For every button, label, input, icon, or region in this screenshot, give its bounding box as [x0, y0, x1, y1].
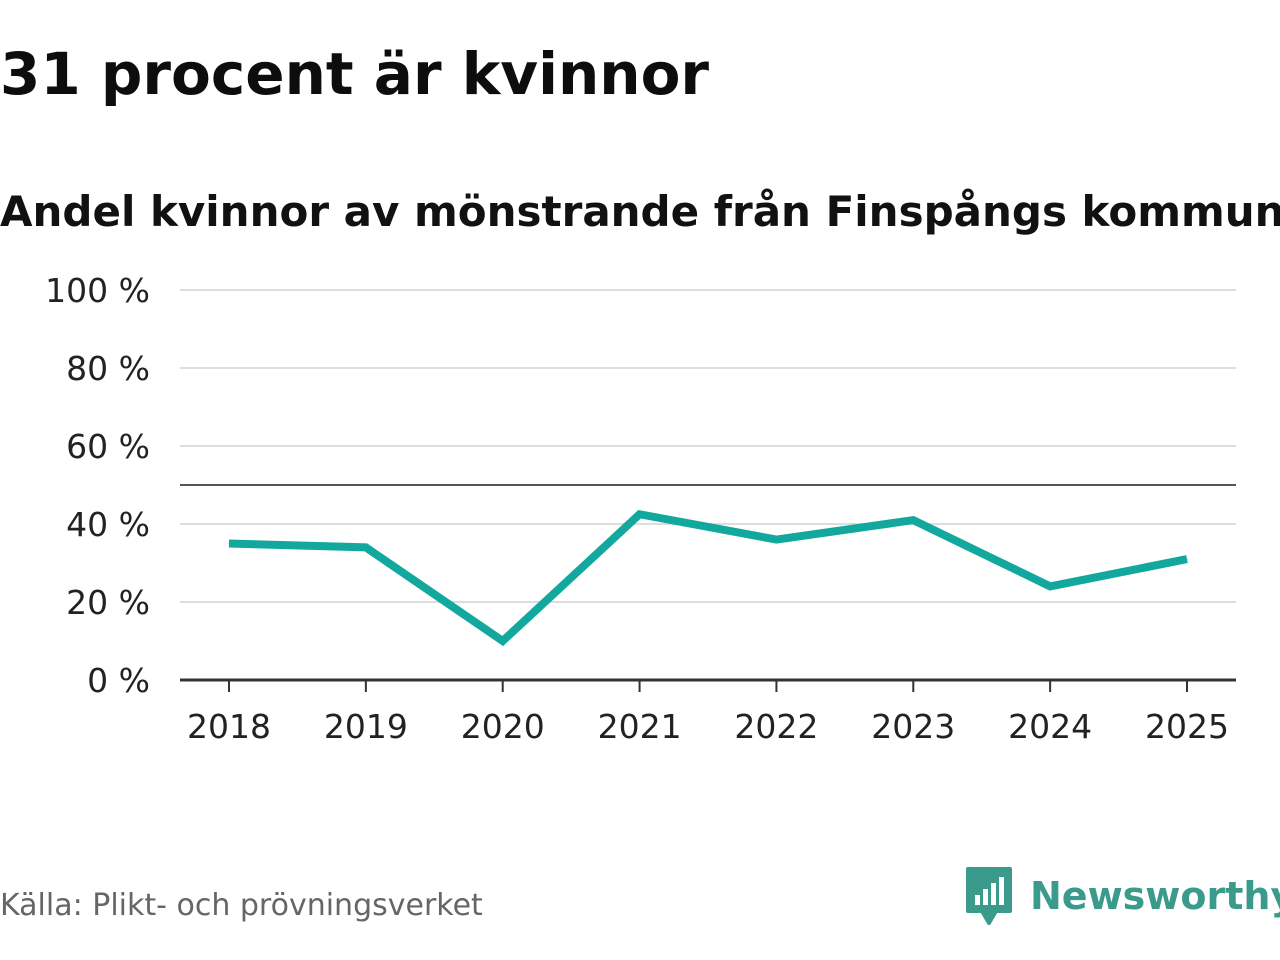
x-tick-label: 2020 — [461, 707, 545, 746]
x-tick-label: 2021 — [598, 707, 682, 746]
data-point-2022 — [775, 539, 777, 541]
source-note: Källa: Plikt- och prövningsverket — [0, 888, 483, 923]
data-point-2024 — [1049, 585, 1051, 587]
x-tick-label: 2022 — [734, 707, 818, 746]
chart-subtitle: Andel kvinnor av mönstrande från Finspån… — [0, 187, 1280, 236]
data-point-2023 — [912, 519, 914, 521]
data-point-2020 — [502, 640, 504, 642]
x-tick-label: 2018 — [187, 707, 271, 746]
data-point-2021 — [639, 513, 641, 515]
data-point-2018 — [228, 543, 230, 544]
y-axis: 0 % 20 % 40 % 60 % 80 % 100 % — [45, 271, 150, 700]
x-tick-label: 2019 — [324, 707, 408, 746]
x-tick-label: 2024 — [1008, 707, 1092, 746]
series-group — [228, 509, 1188, 647]
x-tick-label: 2025 — [1145, 707, 1229, 746]
data-point-2025 — [1186, 558, 1188, 560]
series-line — [228, 509, 1188, 647]
y-tick-label: 20 % — [66, 583, 150, 622]
y-tick-label: 60 % — [66, 427, 150, 466]
x-tick-label: 2023 — [871, 707, 955, 746]
y-tick-label: 100 % — [45, 271, 150, 310]
brand-logo: Newsworthy — [964, 864, 1280, 928]
grid-lines — [180, 289, 1236, 603]
y-tick-label: 0 % — [87, 661, 150, 700]
chart-title: 31 procent är kvinnor — [0, 40, 710, 108]
data-point-2019 — [365, 546, 367, 548]
y-tick-label: 40 % — [66, 505, 150, 544]
brand-name: Newsworthy — [1030, 874, 1280, 918]
newsworthy-logo-icon — [966, 867, 1012, 925]
y-tick-label: 80 % — [66, 349, 150, 388]
x-axis: 2018 2019 2020 2021 2022 2023 2024 2025 — [180, 678, 1236, 746]
